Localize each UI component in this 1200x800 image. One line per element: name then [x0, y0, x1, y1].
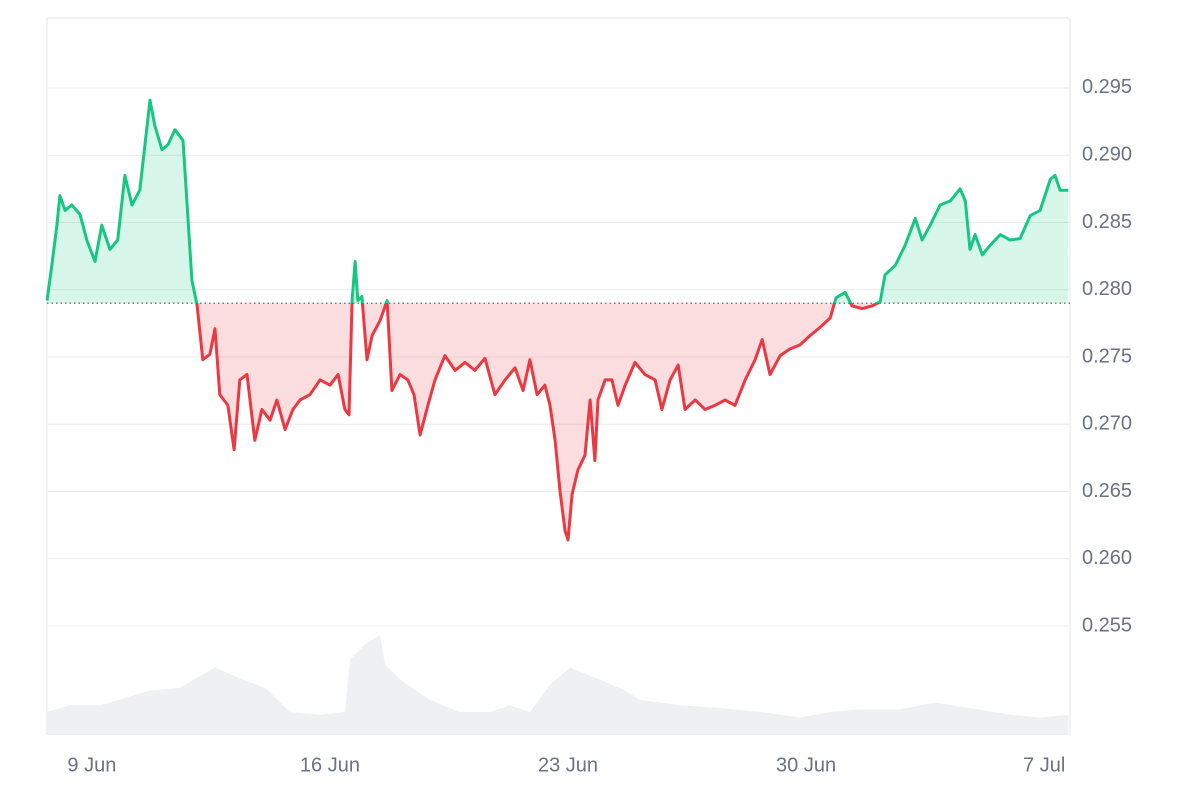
y-tick-label: 0.255 [1082, 614, 1132, 636]
y-tick-label: 0.270 [1082, 413, 1132, 435]
x-tick-label: 30 Jun [776, 754, 836, 776]
volume-area [47, 635, 1069, 735]
x-tick-label: 16 Jun [300, 754, 360, 776]
y-tick-label: 0.265 [1082, 480, 1132, 502]
price-area [47, 100, 1069, 540]
x-tick-label: 7 Jul [1023, 754, 1065, 776]
y-tick-label: 0.260 [1082, 547, 1132, 569]
y-tick-label: 0.275 [1082, 345, 1132, 367]
y-tick-label: 0.280 [1082, 278, 1132, 300]
y-tick-label: 0.285 [1082, 211, 1132, 233]
x-tick-label: 9 Jun [67, 754, 116, 776]
y-tick-label: 0.295 [1082, 76, 1132, 98]
x-tick-label: 23 Jun [538, 754, 598, 776]
y-tick-label: 0.290 [1082, 143, 1132, 165]
price-line [45, 98, 1069, 542]
